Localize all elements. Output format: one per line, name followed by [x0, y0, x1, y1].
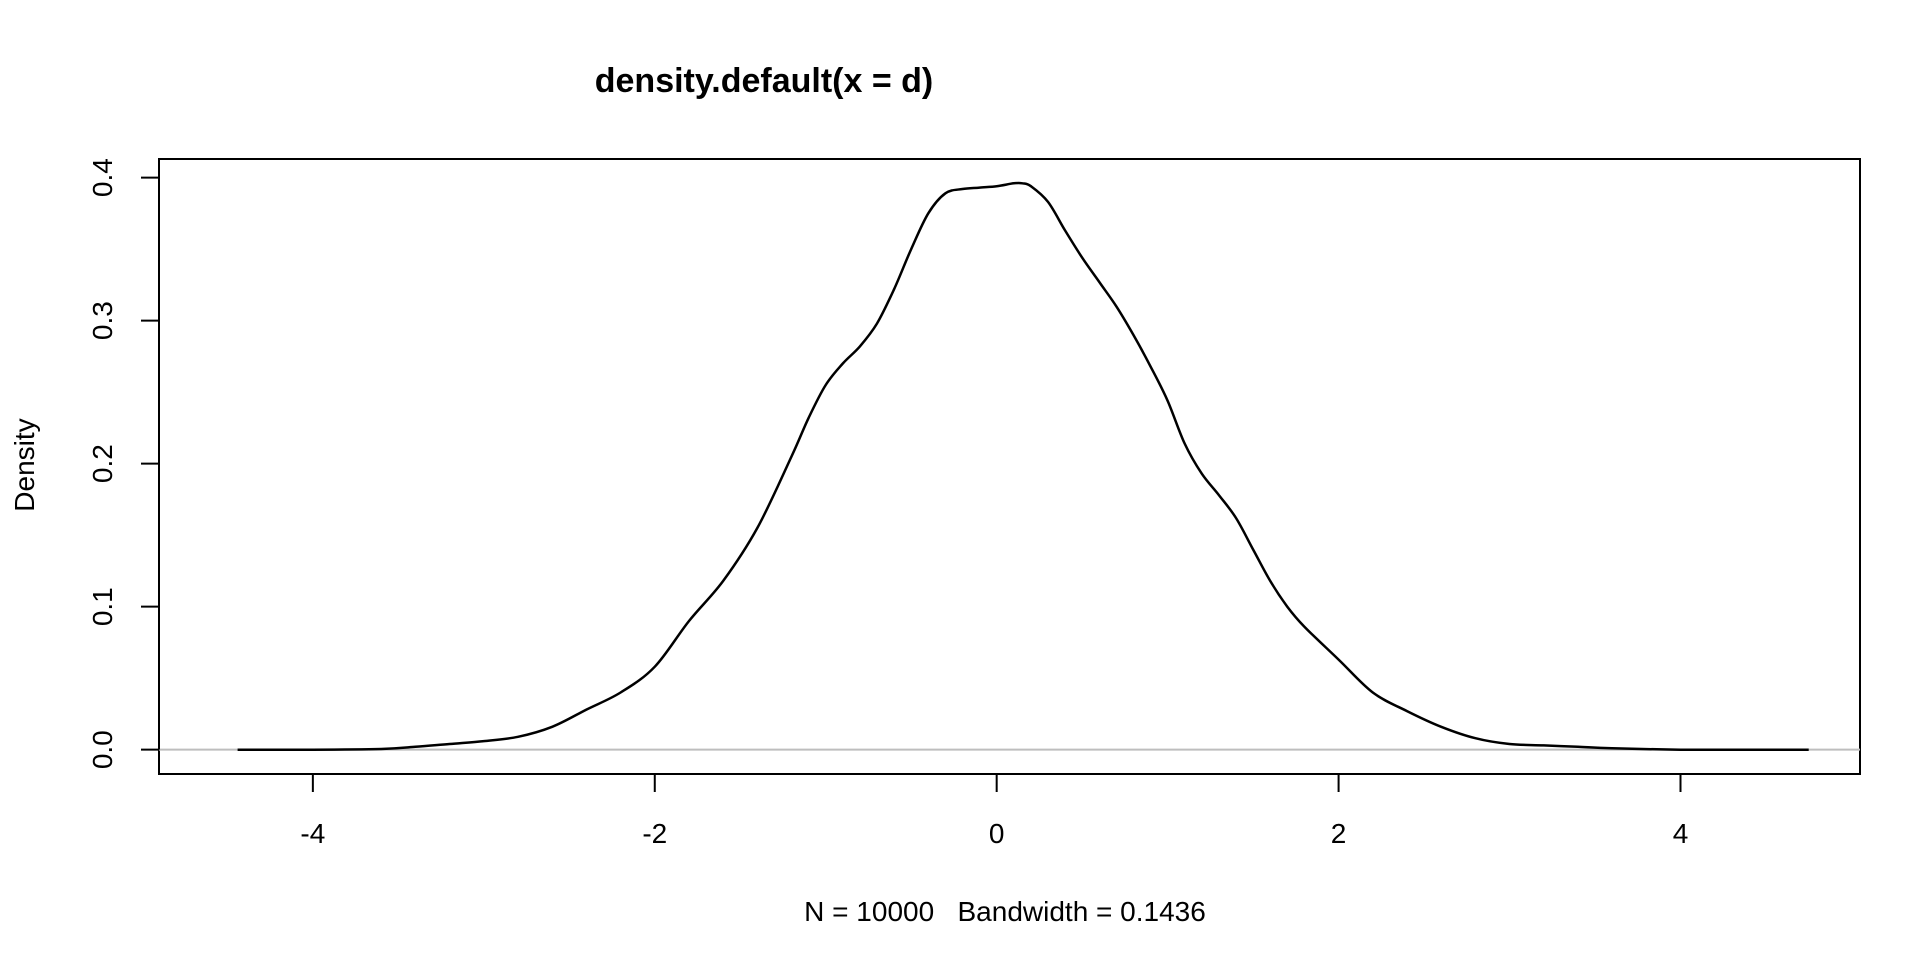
- x-axis-label: N = 10000 Bandwidth = 0.1436: [804, 896, 1206, 927]
- y-tick-label: 0.2: [87, 444, 118, 483]
- x-tick-label: 2: [1331, 818, 1347, 849]
- y-axis-label: Density: [9, 418, 40, 511]
- y-tick-label: 0.1: [87, 587, 118, 626]
- x-tick-label: -4: [300, 818, 325, 849]
- y-tick-label: 0.3: [87, 301, 118, 340]
- y-tick-label: 0.4: [87, 158, 118, 197]
- density-curve: [237, 181, 1809, 752]
- plot-frame: [158, 158, 1861, 775]
- x-axis: -4 -2 0 2 4: [300, 773, 1689, 849]
- y-tick-label: 0.0: [87, 730, 118, 769]
- y-axis: 0.0 0.1 0.2 0.3 0.4: [87, 158, 160, 769]
- x-tick-label: 0: [989, 818, 1005, 849]
- x-tick-label: 4: [1673, 818, 1689, 849]
- chart-title: density.default(x = d): [595, 62, 933, 100]
- x-tick-label: -2: [642, 818, 667, 849]
